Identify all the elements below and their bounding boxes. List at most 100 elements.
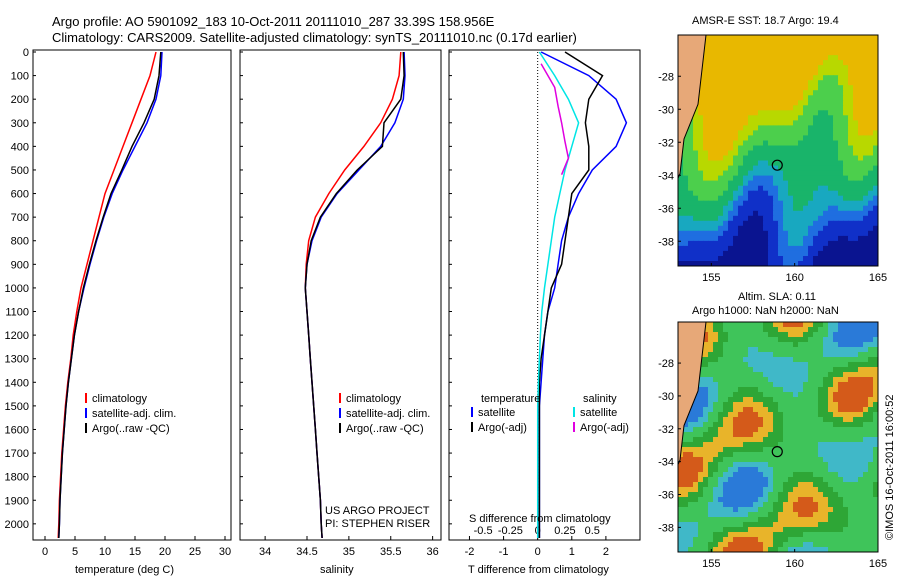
map-cell-sst_map (703, 175, 709, 182)
map-cell-sla_map (683, 492, 689, 498)
map-cell-sla_map (743, 467, 749, 473)
map-cell-sla_map (683, 427, 689, 433)
map-cell-sst_map (828, 145, 834, 152)
map-cell-sst_map (728, 205, 734, 212)
map-cell-sst_map (853, 95, 859, 101)
map-cell-sla_map (733, 507, 739, 513)
map-cell-sla_map (793, 387, 799, 393)
map-cell-sst_map (763, 90, 769, 96)
map-cell-sst_map (688, 250, 694, 257)
map-cell-sla_map (873, 387, 878, 393)
map-cell-sla_map (808, 327, 814, 333)
map-cell-sst_map (753, 190, 759, 197)
map-cell-sla_map (723, 442, 729, 448)
map-cell-sst_map (858, 205, 864, 212)
map-cell-sst_map (708, 90, 714, 96)
map-cell-sst_map (853, 35, 859, 41)
map-cell-sst_map (838, 45, 844, 51)
map-cell-sst_map (813, 160, 819, 167)
map-cell-sla_map (698, 452, 704, 458)
map-cell-sla_map (793, 512, 799, 518)
map-cell-sla_map (743, 327, 749, 333)
map-cell-sla_map (803, 537, 809, 543)
map-cell-sla_map (683, 447, 689, 453)
map-cell-sla_map (713, 362, 719, 368)
map-cell-sla_map (748, 412, 754, 418)
map-cell-sst_map (718, 225, 724, 232)
map-cell-sst_map (683, 175, 689, 182)
map-cell-sst_map (818, 200, 824, 207)
map-cell-sst_map (863, 45, 869, 51)
map-cell-sst_map (778, 65, 784, 71)
map-cell-sst_map (708, 105, 714, 111)
map-cell-sst_map (803, 170, 809, 177)
map-cell-sla_map (708, 372, 714, 378)
map-cell-sla_map (783, 377, 789, 383)
map-cell-sla_map (823, 507, 829, 513)
map-cell-sla_map (713, 427, 719, 433)
map-cell-sla_map (793, 342, 799, 348)
map-cell-sla_map (698, 467, 704, 473)
map-cell-sst_map (848, 40, 854, 46)
map-cell-sst_map (738, 210, 744, 217)
map-cell-sla_map (743, 477, 749, 483)
map-cell-sst_map (713, 150, 719, 157)
map-cell-sla_map (763, 447, 769, 453)
map-cell-sla_map (853, 487, 859, 493)
map-cell-sst_map (693, 180, 699, 187)
map-cell-sla_map (738, 387, 744, 393)
map-cell-sst_map (758, 130, 764, 136)
map-cell-sst_map (793, 50, 799, 56)
map-cell-sla_map (703, 542, 709, 548)
x2tick-label: -0.25 (498, 525, 523, 537)
map-cell-sla_map (818, 492, 824, 498)
map-cell-sst_map (828, 120, 834, 126)
map-cell-sst_map (843, 100, 849, 106)
map-cell-sla_map (833, 452, 839, 458)
map-cell-sla_map (763, 457, 769, 463)
land-sla_map (678, 322, 707, 465)
map-cell-sla_map (728, 532, 734, 538)
map-cell-sst_map (788, 160, 794, 167)
map-cell-sla_map (863, 397, 869, 403)
map-cell-sst_map (743, 150, 749, 157)
map-cell-sla_map (698, 497, 704, 503)
map-cell-sst_map (713, 175, 719, 182)
map-cell-sst_map (793, 165, 799, 172)
map-cell-sst_map (808, 40, 814, 46)
map-cell-sla_map (848, 472, 854, 478)
map-cell-sla_map (853, 482, 859, 488)
map-cell-sst_map (843, 175, 849, 182)
map-cell-sla_map (873, 447, 878, 453)
map-cell-sla_map (853, 522, 859, 528)
map-cell-sst_map (783, 135, 789, 141)
map-cell-sla_map (808, 382, 814, 388)
map-cell-sla_map (713, 382, 719, 388)
map-cell-sst_map (813, 175, 819, 182)
map-cell-sst_map (708, 75, 714, 81)
map-cell-sla_map (793, 402, 799, 408)
map-cell-sla_map (853, 442, 859, 448)
map-cell-sla_map (813, 457, 819, 463)
map-cell-sst_map (688, 170, 694, 177)
map-cell-sla_map (788, 447, 794, 453)
map-cell-sla_map (863, 337, 869, 343)
map-cell-sla_map (713, 547, 719, 552)
map-cell-sla_map (743, 457, 749, 463)
map-cell-sla_map (823, 542, 829, 548)
map-cell-sla_map (803, 452, 809, 458)
map-cell-sla_map (803, 402, 809, 408)
map-cell-sla_map (813, 452, 819, 458)
map-cell-sst_map (783, 190, 789, 197)
map-cell-sst_map (753, 60, 759, 66)
map-cell-sst_map (813, 95, 819, 101)
map-cell-sla_map (783, 352, 789, 358)
map-cell-sla_map (718, 527, 724, 533)
map-cell-sst_map (723, 165, 729, 172)
map-cell-sla_map (798, 542, 804, 548)
map-cell-sla_map (688, 432, 694, 438)
map-cell-sst_map (833, 215, 839, 222)
map-cell-sla_map (853, 392, 859, 398)
map-cell-sla_map (703, 547, 709, 552)
map-cell-sst_map (843, 170, 849, 177)
